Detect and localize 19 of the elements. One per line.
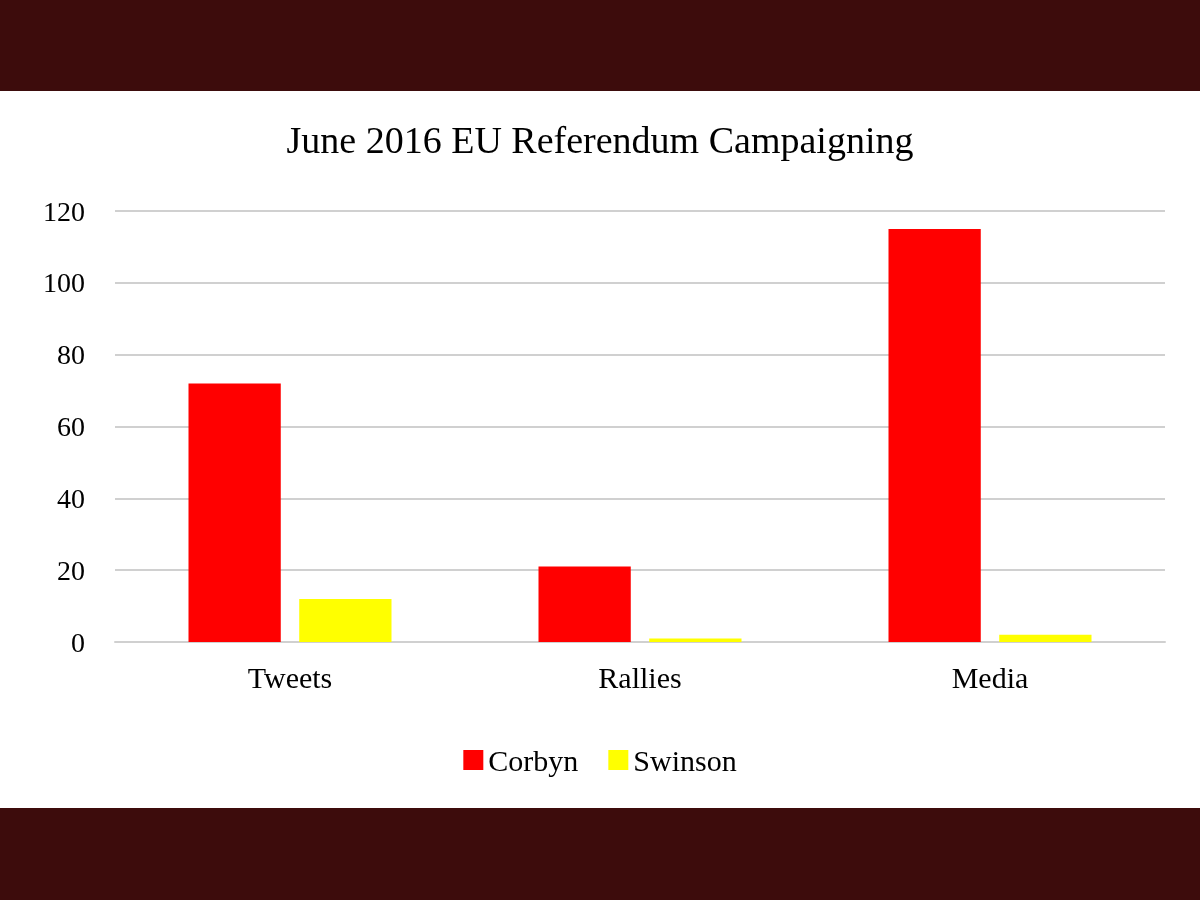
x-tick-label: Rallies bbox=[598, 660, 682, 694]
y-tick-label: 20 bbox=[57, 554, 85, 586]
x-tick-label: Media bbox=[951, 660, 1029, 694]
x-tick-label: Tweets bbox=[247, 660, 333, 694]
y-tick-label: 100 bbox=[43, 267, 85, 299]
bar bbox=[649, 638, 742, 642]
legend-label: Corbyn bbox=[488, 743, 579, 777]
y-tick-label: 0 bbox=[71, 626, 85, 658]
bar bbox=[888, 228, 981, 642]
bar bbox=[538, 566, 631, 642]
y-tick-label: 80 bbox=[57, 339, 85, 371]
legend-label: Swinson bbox=[633, 743, 737, 777]
y-tick-label: 120 bbox=[43, 195, 85, 227]
y-tick-label: 60 bbox=[57, 411, 85, 442]
chart-title: June 2016 EU Referendum Campaigning bbox=[286, 119, 914, 161]
bar bbox=[999, 634, 1092, 642]
bar bbox=[299, 598, 392, 642]
bar bbox=[188, 383, 281, 642]
y-tick-label: 40 bbox=[57, 482, 85, 514]
